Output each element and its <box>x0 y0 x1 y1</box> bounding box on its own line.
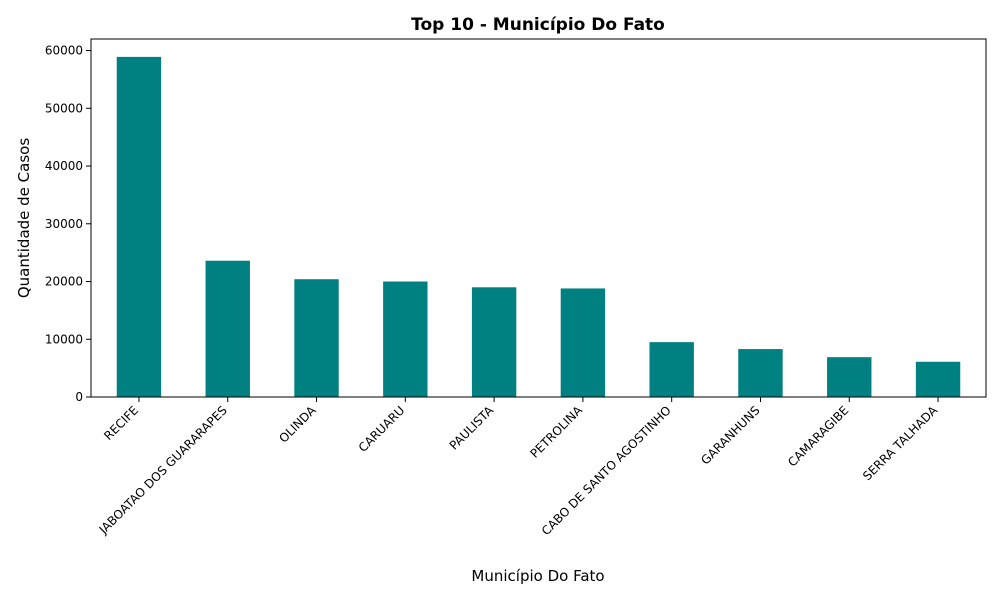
bars <box>116 56 961 398</box>
chart-title: Top 10 - Município Do Fato <box>411 15 665 35</box>
bar <box>915 361 961 397</box>
bar <box>383 281 428 397</box>
x-tick-label: PAULISTA <box>447 403 497 453</box>
bar <box>827 357 872 397</box>
y-axis-label: Quantidade de Casos <box>15 138 33 298</box>
x-tick-label: GARANHUNS <box>698 403 762 467</box>
bar <box>649 342 694 397</box>
y-tick-label: 60000 <box>45 44 83 58</box>
bar <box>560 288 606 397</box>
x-tick-label: SERRA TALHADA <box>860 403 941 484</box>
x-axis-label: Município Do Fato <box>471 567 604 585</box>
bar <box>294 279 339 397</box>
y-tick-label: 50000 <box>45 101 83 115</box>
y-tick-label: 30000 <box>45 217 83 231</box>
y-tick-label: 40000 <box>45 159 83 173</box>
bar <box>471 287 517 397</box>
bar <box>738 349 783 397</box>
x-tick-label: CAMARAGIBE <box>785 403 851 469</box>
bar <box>205 260 250 397</box>
y-tick-label: 10000 <box>45 332 83 346</box>
x-tick-label: RECIFE <box>101 403 141 443</box>
x-tick-label: CARUARU <box>356 403 408 455</box>
y-axis: 0 10000 20000 30000 40000 50000 60000 <box>45 44 91 404</box>
bar <box>116 56 162 398</box>
x-tick-label: OLINDA <box>276 403 319 446</box>
x-tick-label: PETROLINA <box>527 403 585 461</box>
y-tick-label: 0 <box>75 390 83 404</box>
y-tick-label: 20000 <box>45 275 83 289</box>
plot-frame <box>90 38 987 398</box>
